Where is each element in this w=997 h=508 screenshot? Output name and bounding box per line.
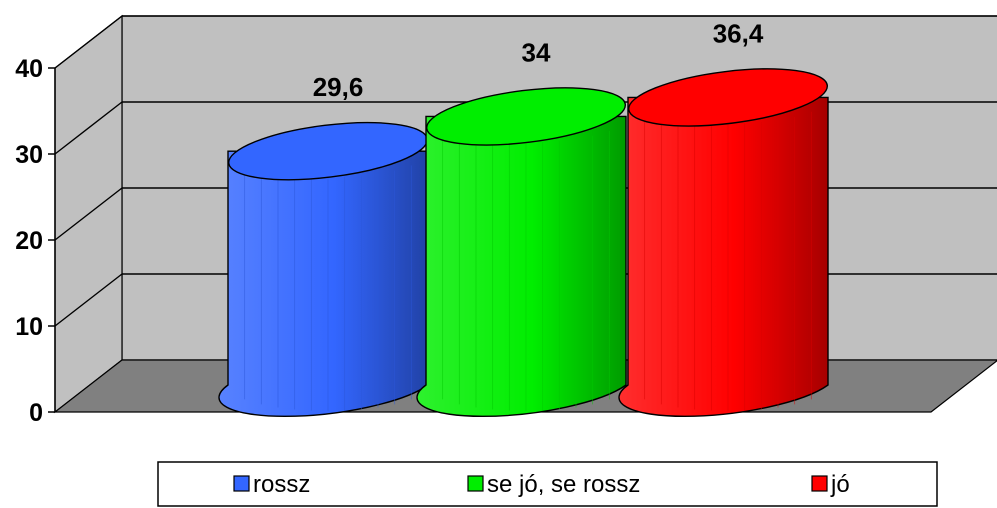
gridline-side bbox=[54, 273, 123, 327]
legend-item: rossz bbox=[233, 471, 310, 498]
legend-swatch bbox=[467, 475, 484, 492]
data-label: 36,4 bbox=[713, 18, 764, 48]
cylinder-body bbox=[416, 115, 627, 418]
y-tick-label: 30 bbox=[15, 141, 43, 169]
legend-swatch bbox=[811, 475, 828, 492]
cylinder-top bbox=[627, 68, 829, 127]
bar-2 bbox=[416, 87, 627, 418]
y-tick-label: 40 bbox=[15, 55, 43, 83]
bar-3 bbox=[618, 68, 829, 418]
y-tick-label: 20 bbox=[15, 227, 43, 255]
data-labels: 29,6 34 36,4 bbox=[313, 18, 764, 102]
legend-swatch bbox=[233, 475, 250, 492]
y-tick-label: 0 bbox=[29, 399, 43, 427]
gridline-side bbox=[54, 187, 123, 241]
cylinder-top bbox=[425, 87, 627, 146]
data-label: 34 bbox=[522, 37, 551, 67]
legend-label: jó bbox=[830, 471, 850, 498]
gridline-side bbox=[54, 101, 123, 155]
legend: rossz se jó, se rossz jó bbox=[157, 461, 938, 507]
cylinder-body bbox=[618, 96, 829, 418]
legend-item: se jó, se rossz bbox=[467, 471, 640, 498]
legend-label: rossz bbox=[253, 471, 310, 498]
legend-box bbox=[157, 461, 938, 507]
cylinder-body bbox=[218, 150, 429, 418]
data-label: 29,6 bbox=[313, 72, 364, 102]
bars bbox=[218, 68, 829, 418]
y-tick-label: 10 bbox=[15, 313, 43, 341]
bar-1 bbox=[218, 121, 429, 418]
gridline-side bbox=[54, 15, 123, 69]
legend-label: se jó, se rossz bbox=[487, 471, 640, 498]
legend-item: jó bbox=[811, 471, 850, 498]
y-axis-ticks: 0 10 20 30 40 bbox=[15, 55, 55, 427]
